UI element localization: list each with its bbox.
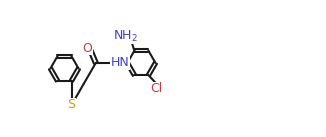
Text: Cl: Cl bbox=[150, 82, 162, 95]
Text: NH$_2$: NH$_2$ bbox=[113, 28, 138, 44]
Text: HN: HN bbox=[111, 56, 129, 69]
Text: O: O bbox=[82, 42, 92, 55]
Text: S: S bbox=[67, 99, 76, 112]
